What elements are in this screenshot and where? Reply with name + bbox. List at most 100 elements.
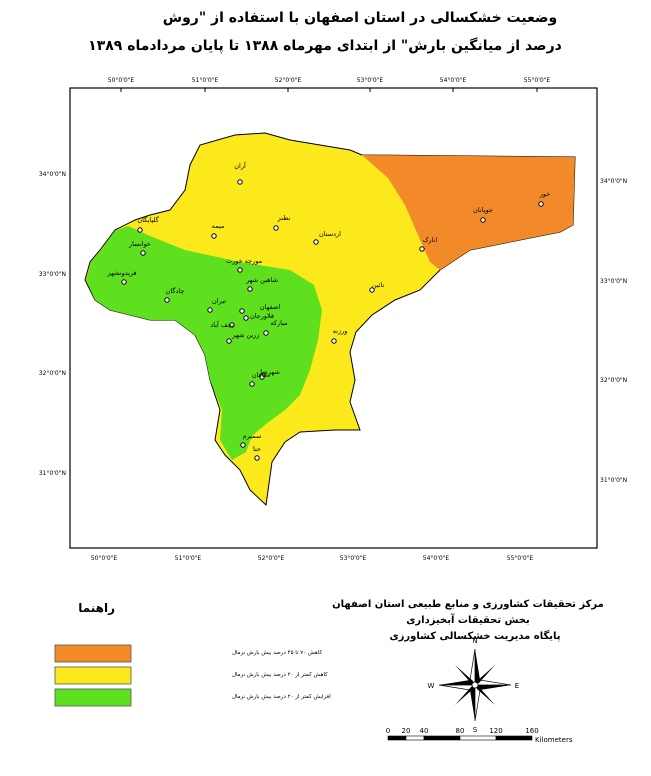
compass-letter: S (473, 726, 478, 734)
city-label: نائین (372, 281, 385, 289)
scale-segment (423, 735, 461, 741)
credit-line: بخش تحقیقات آبخیزداری (406, 613, 529, 626)
latitude-label: 32°0'0"N (600, 377, 627, 384)
latitude-label: 32°0'0"N (39, 370, 66, 377)
city-dot (247, 286, 253, 292)
latitude-label: 31°0'0"N (600, 477, 627, 484)
city-dot (121, 279, 127, 285)
city-label: حنا (253, 445, 261, 453)
longitude-label: 51°0'0"E (192, 77, 219, 84)
city-label: آران (234, 161, 247, 170)
city-label: جوپانان (473, 206, 493, 214)
longitude-label: 54°0'0"E (440, 77, 467, 84)
city-label: اصفهان (260, 303, 281, 311)
scale-unit: Kilometers (535, 736, 573, 744)
latitude-label: 34°0'0"N (600, 178, 627, 185)
city-dot (237, 267, 243, 273)
city-dot (331, 338, 337, 344)
city-label: سمیرم (243, 432, 262, 440)
longitude-label: 51°0'0"E (175, 555, 202, 562)
scale-label: 40 (420, 727, 429, 735)
latitude-label: 33°0'0"N (39, 271, 66, 278)
compass-letter: N (472, 637, 477, 645)
city-label: خور (539, 190, 551, 198)
credit-line: پایگاه مدیریت خشکسالی کشاورزی (389, 629, 560, 642)
city-label: نجف آباد (210, 320, 233, 329)
city-dot (207, 307, 213, 313)
city-dot (259, 374, 265, 380)
latitude-label: 34°0'0"N (39, 171, 66, 178)
longitude-label: 55°0'0"E (507, 555, 534, 562)
city-dot (211, 233, 217, 239)
city-label: فریدونشهر (106, 269, 136, 277)
city-label: ورزنه (333, 327, 348, 335)
city-dot (239, 308, 245, 314)
city-dot (243, 315, 249, 321)
city-dot (254, 455, 260, 461)
orange-region (362, 155, 575, 270)
latitude-label: 33°0'0"N (600, 278, 627, 285)
scale-segment (387, 735, 407, 741)
city-label: تیران (212, 297, 226, 305)
city-dot (263, 330, 269, 336)
city-label: چادگان (166, 287, 185, 295)
compass: N S E W (428, 637, 520, 734)
longitude-label: 52°0'0"E (275, 77, 302, 84)
city-dot (140, 250, 146, 256)
city-dot (419, 246, 425, 252)
scale-label: 120 (489, 727, 502, 735)
city-dot (226, 338, 232, 344)
longitude-label: 54°0'0"E (423, 555, 450, 562)
scale-label: 20 (402, 727, 411, 735)
scale-label: 80 (456, 727, 465, 735)
city-dot (480, 217, 486, 223)
longitude-label: 50°0'0"E (91, 555, 118, 562)
legend: کاهش ۷۰ تا ۴۵ درصد بیش بارش نرمال کاهش کم… (54, 644, 331, 707)
city-label: اردستان (319, 230, 341, 238)
scale-label: 160 (525, 727, 538, 735)
longitude-label: 50°0'0"E (108, 77, 135, 84)
city-dot (229, 322, 235, 328)
scale-segment (405, 735, 425, 741)
scale-segment (495, 735, 533, 741)
city-dot (369, 287, 375, 293)
city-dot (249, 381, 255, 387)
regions (84, 132, 576, 507)
city-dot (237, 179, 243, 185)
city-label: گلپایگان (137, 216, 159, 224)
compass-letter: W (428, 682, 435, 690)
cities: آران نطنز میمه گلپایگان خوانسار اردستان انارک ج… (106, 161, 551, 461)
scale-segment (459, 735, 497, 741)
legend-label: کاهش ۷۰ تا ۴۵ درصد بیش بارش نرمال (232, 649, 323, 656)
city-label: شهرضا (260, 368, 280, 376)
longitude-label: 55°0'0"E (524, 77, 551, 84)
longitude-label: 53°0'0"E (340, 555, 367, 562)
legend-label: کاهش کمتر از ۲۰ درصد بیش بارش نرمال (232, 671, 328, 678)
title-line2: درصد از میانگین بارش" از ابتدای مهرماه ۱… (88, 37, 562, 54)
scale-label: 0 (386, 727, 390, 735)
city-dot (313, 239, 319, 245)
latitude-label: 31°0'0"N (39, 470, 66, 477)
credits: مرکز تحقیقات کشاورزی و منابع طبیعی استان… (332, 599, 604, 642)
city-label: شاهین شهر (245, 276, 278, 284)
city-dot (273, 225, 279, 231)
city-label: میمه (212, 222, 225, 230)
longitude-label: 53°0'0"E (357, 77, 384, 84)
city-label: خوانسار (128, 240, 151, 248)
credit-line: مرکز تحقیقات کشاورزی و منابع طبیعی استان… (332, 599, 604, 610)
legend-swatch (54, 666, 132, 685)
city-label: مورچه خورت (226, 257, 262, 265)
title-line1: وضعیت خشکسالی در استان اصفهان با استفاده… (163, 10, 557, 26)
city-label: نطنز (277, 214, 291, 222)
legend-swatch (54, 688, 132, 707)
legend-label: افزایش کمتر از ۲۰ درصد بیش بارش نرمال (232, 693, 331, 700)
city-dot (164, 297, 170, 303)
city-dot (137, 227, 143, 233)
graticule: 50°0'0"E 50°0'0"E 51°0'0"E 51°0'0"E 52°0'0"E… (39, 77, 627, 562)
longitude-label: 52°0'0"E (258, 555, 285, 562)
city-label: مبارکه (270, 319, 287, 327)
green-region (86, 226, 322, 460)
